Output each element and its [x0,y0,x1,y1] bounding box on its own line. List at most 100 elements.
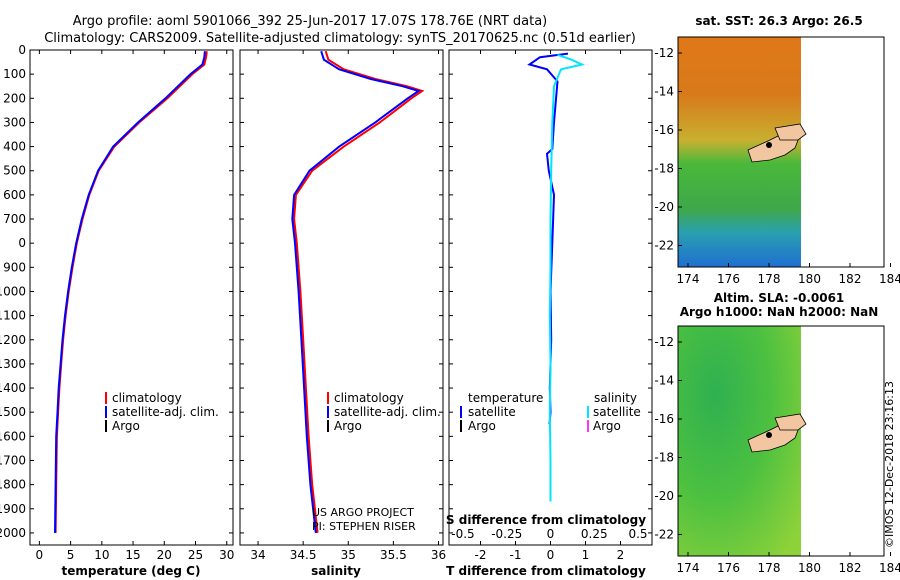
salinity-xaxis: 34 34.5 35 35.5 36 [250,50,446,562]
map-ytick-label: -22 [654,528,674,542]
depth-tick-label: 1000 [0,284,26,298]
x-tick-label: 1 [582,548,590,562]
legend-argo-label: Argo [112,419,140,433]
map-xtick-label: 174 [677,272,700,286]
map-ytick-label: -18 [654,451,674,465]
map-xtick-label: 180 [798,561,821,575]
map-xtick-label: 174 [677,561,700,575]
x-tick-label: 34 [250,548,265,562]
x-tick-label: 25 [188,548,203,562]
depth-tick-label: 100 [3,67,26,81]
argo-float-marker [766,142,772,148]
credit-line1: US ARGO PROJECT [312,506,414,519]
sla-map [677,325,885,557]
sla-map-title2: Argo h1000: NaN h2000: NaN [680,305,879,319]
x-tick-label: 36 [431,548,446,562]
depth-tick-label: 2000 [0,526,26,540]
top-tick-label: -0.5 [451,527,474,541]
map-ytick-label: -16 [654,123,674,137]
credit-line2: PI: STEPHEN RISER [312,520,416,533]
legend-temp-satellite-label: satellite [468,405,516,419]
legend-temp-argo-label: Argo [468,419,496,433]
temperature-xaxis: 0 5 10 15 20 25 30 [36,50,234,562]
top-tick-label: 0 [547,527,555,541]
x-tick-label: -1 [510,548,522,562]
depth-tick-label: 600 [3,188,26,202]
top-tick-label: 0.25 [581,527,608,541]
legend-salinity-title: salinity [594,391,637,405]
sst-map-axis: -12 -14 -16 -18 -20 -22 174 176 178 180 182 184 [654,46,900,286]
depth-tick-label: 500 [3,164,26,178]
legend-satellite-label: satellite-adj. clim. [112,405,219,419]
map-ytick-label: -12 [654,335,674,349]
depth-tick-label: 1400 [0,381,26,395]
argo-float-marker [766,432,772,438]
island-shape [774,413,807,431]
series-line [54,51,206,533]
legend-satellite-label: satellite-adj. clim. [334,405,441,419]
sla-frame [677,325,885,557]
legend-sal-argo-label: Argo [593,419,621,433]
depth-tick-label: 1300 [0,357,26,371]
map-xtick-label: 182 [839,272,862,286]
island-shape [774,123,807,141]
difference-xlabel: T difference from climatology [446,564,646,578]
map-xtick-label: 184 [879,561,900,575]
depth-ticks [30,49,652,534]
salinity-xlabel: salinity [311,564,361,578]
depth-tick-label: 1800 [0,478,26,492]
salinity-legend: climatology satellite-adj. clim. Argo [327,391,441,433]
top-tick-label: 0.5 [628,527,647,541]
sla-nodata [801,326,884,556]
x-tick-label: 30 [219,548,234,562]
map-ytick-label: -12 [654,46,674,60]
map-ytick-label: -20 [654,489,674,503]
sst-nodata [801,37,884,267]
legend-sal-satellite-label: satellite [593,405,641,419]
map-ytick-label: -22 [654,239,674,253]
depth-tick-label: 200 [3,91,26,105]
x-tick-label: 0 [36,548,44,562]
x-tick-label: 35.5 [380,548,407,562]
difference-xlabel-top: S difference from climatology [446,513,646,527]
sst-map [677,36,885,268]
map-xtick-label: 176 [717,272,740,286]
temperature-xlabel: temperature (deg C) [62,564,201,578]
series-line [54,51,208,533]
sst-frame [677,36,885,268]
sla-map-title1: Altim. SLA: -0.0061 [714,291,845,305]
series-line [293,50,425,534]
depth-tick-label: 700 [3,212,26,226]
temperature-legend: climatology satellite-adj. clim. Argo [105,391,219,433]
legend-argo-label: Argo [334,419,362,433]
legend-temperature-title: temperature [468,391,543,405]
depth-tick-label: 300 [3,115,26,129]
depth-tick-label: 1900 [0,502,26,516]
x-tick-label: 10 [94,548,109,562]
difference-legend: temperature satellite Argo salinity sate… [460,391,641,433]
legend-climatology-label: climatology [334,391,404,405]
x-tick-label: 20 [157,548,172,562]
sla-map-axis: -12 -14 -16 -18 -20 -22 174 176 178 180 182 184 [654,335,900,575]
imos-stamp: ©IMOS 12-Dec-2018 23:16:13 [883,381,896,548]
x-tick-label: 0 [547,548,555,562]
depth-tick-label: 0 [18,43,26,57]
header-line1: Argo profile: aoml 5901066_392 25-Jun-20… [73,14,548,29]
depth-tick-label: 1700 [0,453,26,467]
x-tick-label: 2 [617,548,625,562]
map-ytick-label: -16 [654,412,674,426]
map-ytick-label: -14 [654,85,674,99]
difference-xaxis: -2 -1 0 1 2 -0.5 -0.25 0 0.25 0.5 [451,50,648,562]
depth-tick-label: 900 [3,260,26,274]
map-ytick-label: -18 [654,162,674,176]
depth-tick-label: 1200 [0,333,26,347]
map-xtick-label: 178 [758,272,781,286]
depth-axis: 0 100 200 300 400 500 600 700 0 900 1000 1100 1200 13… [0,43,26,540]
map-ytick-label: -20 [654,200,674,214]
depth-tick-label: 1100 [0,309,26,323]
depth-tick-label: 1600 [0,429,26,443]
map-xtick-label: 180 [798,272,821,286]
depth-tick-label: 0 [18,236,26,250]
temperature-panel-frame [29,49,234,546]
